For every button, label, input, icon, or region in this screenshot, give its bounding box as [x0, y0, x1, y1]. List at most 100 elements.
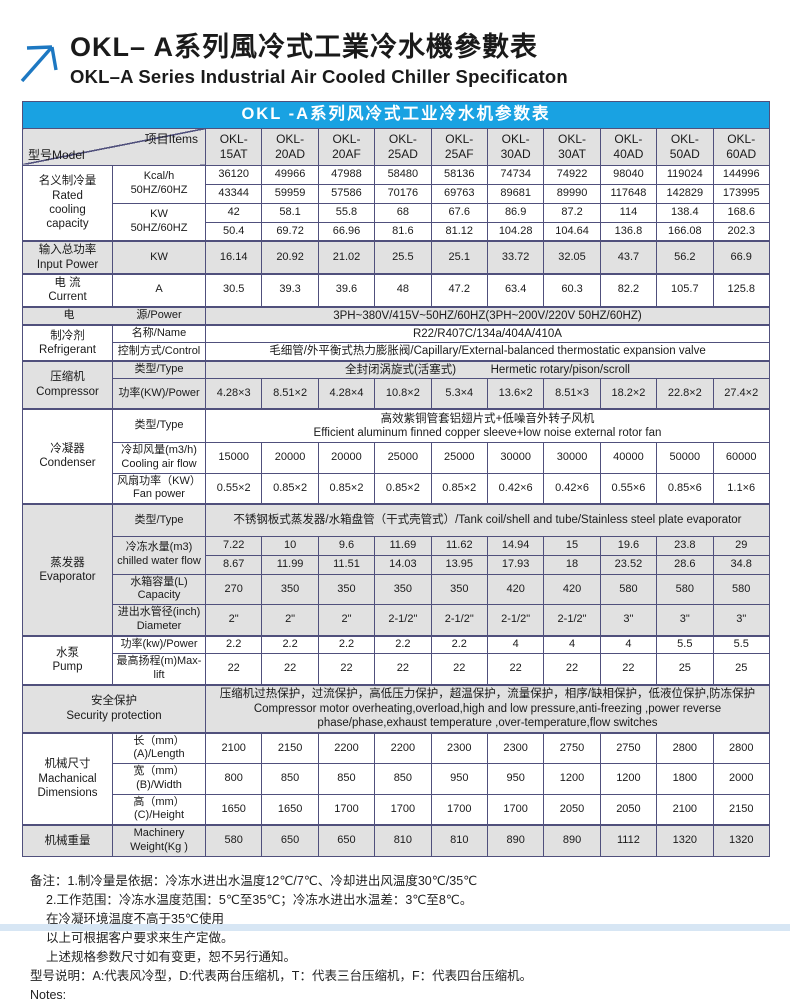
- value-cell: 2300: [430, 731, 488, 765]
- value-cell: 11.51: [317, 554, 376, 575]
- value-cell: 33.72: [486, 240, 545, 275]
- value-cell: 0.85×2: [430, 472, 488, 505]
- value-cell: 74922: [543, 164, 601, 185]
- value-cell: 49966: [261, 164, 319, 185]
- value-cell: 69.72: [261, 221, 319, 242]
- value-cell: 2.2: [374, 634, 432, 655]
- value-cell: 5.5: [712, 634, 770, 655]
- bottom-accent-bar: [0, 924, 790, 931]
- value-cell: 22: [317, 653, 376, 686]
- value-cell: 25.5: [374, 240, 432, 275]
- row-item-label: 控制方式/Control: [112, 342, 206, 362]
- value-cell: 0.85×2: [261, 472, 319, 505]
- value-cell: 2100: [656, 793, 714, 826]
- value-cell: 20.92: [261, 240, 319, 275]
- value-cell: 86.9: [486, 202, 545, 223]
- value-cell: 50.4: [204, 221, 263, 242]
- table-title: OKL -A系列风冷式工业冷水机参数表: [22, 100, 770, 129]
- value-cell: 9.6: [317, 535, 376, 556]
- value-cell: 1320: [656, 824, 714, 857]
- value-cell: 66.9: [712, 240, 770, 275]
- value-cell: 82.2: [599, 272, 658, 308]
- value-cell: 17.93: [486, 554, 545, 575]
- row-group-label: 机械尺寸 Machanical Dimensions: [22, 731, 113, 826]
- value-cell: 104.28: [486, 221, 545, 242]
- note-line: 上述规格参数尺寸如有变更，恕不另行通知。: [46, 949, 297, 964]
- value-cell: 1.1×6: [712, 472, 770, 505]
- value-cell: 166.08: [656, 221, 714, 242]
- value-cell: 0.55×2: [204, 472, 263, 505]
- value-cell: 2": [317, 604, 376, 637]
- row-item-label: KW: [112, 240, 206, 275]
- value-cell: 4: [599, 634, 658, 655]
- value-cell: 22.8×2: [656, 378, 714, 410]
- row-group-label: 水泵 Pump: [22, 634, 113, 686]
- row-group-label: 蒸发器 Evaporator: [22, 503, 113, 637]
- row-group-label: 输入总功率 Input Power: [22, 240, 113, 275]
- value-cell: 60000: [712, 442, 770, 474]
- value-cell: 10.8×2: [374, 378, 432, 410]
- value-cell: 580: [204, 824, 263, 857]
- value-cell: 0.55×6: [599, 472, 658, 505]
- row-item-label: A: [112, 272, 206, 308]
- value-cell: 2-1/2": [374, 604, 432, 637]
- value-cell: 580: [656, 573, 714, 606]
- value-cell: 32.05: [543, 240, 601, 275]
- value-cell: 74734: [486, 164, 545, 185]
- row-item-label: 冷却风量(m3/h) Cooling air flow: [112, 442, 206, 474]
- value-cell: 27.4×2: [712, 378, 770, 410]
- value-cell: 59959: [261, 183, 319, 204]
- value-cell: 650: [317, 824, 376, 857]
- value-cell: 47.2: [430, 272, 488, 308]
- value-cell: 3": [599, 604, 658, 637]
- value-cell: 69763: [430, 183, 488, 204]
- model-column-header: OKL- 40AD: [599, 127, 658, 166]
- note-line: 型号说明：A:代表风冷型，D:代表两台压缩机，T：代表三台压缩机，F：代表四台压…: [30, 968, 533, 983]
- value-cell: 42: [204, 202, 263, 223]
- note-line: 备注：1.制冷量是依据：冷冻水进出水温度12℃/7℃、冷却进出风温度30℃/35…: [30, 873, 478, 888]
- value-cell: 30.5: [204, 272, 263, 308]
- value-cell: 29: [712, 535, 770, 556]
- value-cell: 36120: [204, 164, 263, 185]
- value-cell: 23.52: [599, 554, 658, 575]
- row-item-label: Kcal/h 50HZ/60HZ: [112, 164, 206, 204]
- value-cell: 48: [374, 272, 432, 308]
- value-cell: 1320: [712, 824, 770, 857]
- row-item-label: 冷冻水量(m3) chilled water flow: [112, 535, 206, 575]
- value-cell: 650: [261, 824, 319, 857]
- value-cell: 58.1: [261, 202, 319, 223]
- value-cell: 98040: [599, 164, 658, 185]
- value-cell: 105.7: [656, 272, 714, 308]
- row-group-label: 机械重量: [22, 824, 113, 857]
- value-cell: 1200: [543, 763, 601, 795]
- row-item-label: 水箱容量(L) Capacity: [112, 573, 206, 606]
- value-cell: 4.28×4: [317, 378, 376, 410]
- row-item-label: 宽（mm）(B)/Width: [112, 763, 206, 795]
- model-column-header: OKL- 30AD: [486, 127, 545, 166]
- value-cell: 350: [317, 573, 376, 606]
- value-cell: 2750: [543, 731, 601, 765]
- value-cell: 22: [204, 653, 263, 686]
- row-item-label: 长（mm）(A)/Length: [112, 731, 206, 765]
- value-cell: 22: [430, 653, 488, 686]
- value-cell: 2-1/2": [486, 604, 545, 637]
- page-header: OKL– A系列風冷式工業冷水機參數表 OKL–A Series Industr…: [0, 0, 790, 88]
- value-cell: 350: [261, 573, 319, 606]
- value-cell: 2200: [317, 731, 376, 765]
- value-cell: 3": [712, 604, 770, 637]
- value-cell: 950: [430, 763, 488, 795]
- value-cell: 4: [486, 634, 545, 655]
- note-line: 以上可根据客户要求来生产定做。: [46, 930, 234, 945]
- value-cell: 81.6: [374, 221, 432, 242]
- value-cell: 22: [374, 653, 432, 686]
- page-title-en: OKL–A Series Industrial Air Cooled Chill…: [70, 65, 568, 87]
- value-cell: 2800: [712, 731, 770, 765]
- value-cell: 67.6: [430, 202, 488, 223]
- span-value-cell: 高效紫铜管套铝翅片式+低噪音外转子风机 Efficient aluminum fi…: [205, 407, 770, 444]
- value-cell: 11.62: [430, 535, 488, 556]
- value-cell: 60.3: [543, 272, 601, 308]
- value-cell: 8.67: [204, 554, 263, 575]
- value-cell: 22: [543, 653, 601, 686]
- value-cell: 350: [374, 573, 432, 606]
